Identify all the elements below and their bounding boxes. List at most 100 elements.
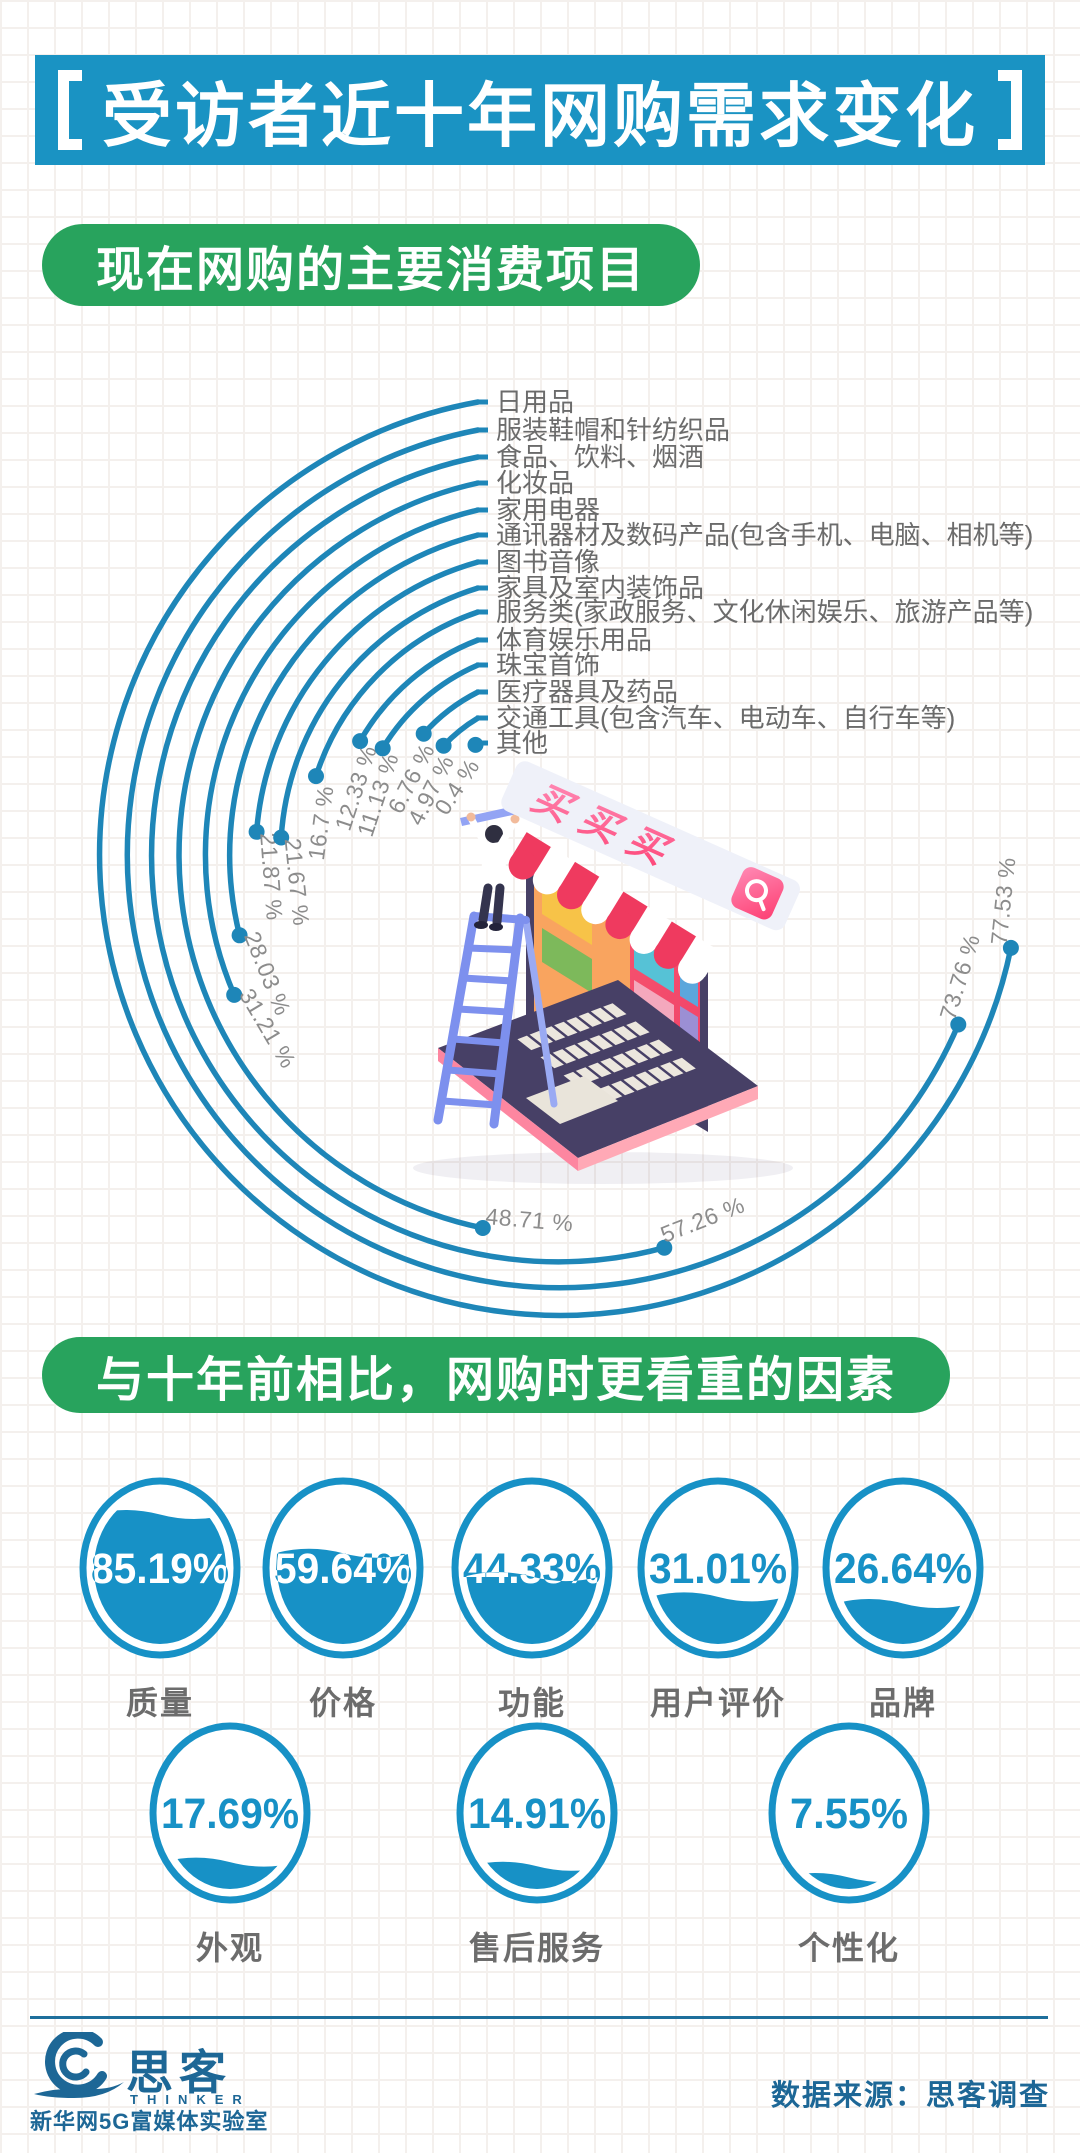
chart-arc xyxy=(420,689,481,737)
chart-arc xyxy=(202,507,481,998)
chart-arc-dot xyxy=(352,733,369,750)
chart-arc-dot xyxy=(474,1220,491,1236)
chart-arc xyxy=(278,585,481,841)
chart-arc-dot xyxy=(415,725,432,742)
magnifier-icon xyxy=(744,879,768,912)
chart-arc-dot xyxy=(248,823,265,840)
factor-value: 44.33% xyxy=(463,1545,601,1593)
chart-arc xyxy=(124,427,962,1291)
laptop-base xyxy=(438,980,758,1171)
chart-category-label: 图书音像 xyxy=(496,547,600,577)
chart-category-label: 日用品 xyxy=(496,387,574,417)
chart-value-label: 48.71 % xyxy=(485,1203,575,1236)
factor-circle: 14.91% 14.91% xyxy=(456,1722,618,1904)
factor-water-fill xyxy=(164,1857,296,1889)
factor-value: 85.19% xyxy=(91,1545,229,1593)
section-heading-current-items-label: 现在网购的主要消费项目 xyxy=(96,244,647,297)
factor-value: 31.01% xyxy=(649,1545,787,1593)
factor-item: 26.64% 26.64% 品牌 xyxy=(817,1472,989,1724)
chart-value-label: 77.53 % xyxy=(986,856,1021,946)
factor-value-inverse: 85.19% xyxy=(91,1545,229,1593)
chart-arc-dot xyxy=(231,927,248,944)
keyboard-keys xyxy=(517,1003,696,1105)
factor-label: 功能 xyxy=(497,1685,566,1721)
factor-circle: 85.19% 85.19% xyxy=(79,1477,241,1659)
factor-water-fill xyxy=(466,1572,598,1644)
factor-water-fill xyxy=(837,1599,969,1644)
factor-circle: 17.69% 17.69% xyxy=(149,1722,311,1904)
chart-category-label: 服务类(家政服务、文化休闲娱乐、旅游产品等) xyxy=(496,597,1033,627)
chart-arc-dot xyxy=(273,829,290,846)
chart-arc xyxy=(227,532,481,939)
chart-category-label: 家具及室内装饰品 xyxy=(496,573,704,603)
chart-arc-dot xyxy=(308,768,324,785)
factor-item: 59.64% 59.64% 价格 xyxy=(257,1472,429,1724)
thinker-logo-icon xyxy=(34,2032,124,2098)
chart-arc-dot xyxy=(226,986,243,1003)
brand-name-latin: THINKER xyxy=(130,2092,251,2107)
factor-circle: 59.64% 59.64% xyxy=(262,1477,424,1659)
factor-water-fill xyxy=(94,1510,226,1644)
product-card xyxy=(542,928,592,993)
factor-value: 59.64% xyxy=(274,1545,412,1593)
section-heading-factors-label: 与十年前相比，网购时更看重的因素 xyxy=(96,1354,897,1407)
chart-category-label: 化妆品 xyxy=(496,468,574,498)
factor-label: 售后服务 xyxy=(468,1930,605,1966)
factor-label: 用户评价 xyxy=(649,1685,786,1721)
factor-item: 85.19% 85.19% 质量 xyxy=(74,1472,246,1724)
data-source: 数据来源：思客调查 xyxy=(770,2080,1050,2112)
factor-label: 外观 xyxy=(195,1930,264,1966)
chart-arc xyxy=(379,662,481,752)
person-head xyxy=(485,825,503,843)
chart-category-label: 服装鞋帽和针纺织品 xyxy=(496,415,730,445)
chart-arc xyxy=(176,480,486,1231)
factor-item: 44.33% 44.33% 功能 xyxy=(446,1472,618,1724)
header-banner: 受访者近十年网购需求变化 xyxy=(35,55,1045,165)
factor-circle: 26.64% 26.64% xyxy=(822,1477,984,1659)
section-heading-current-items: 现在网购的主要消费项目 xyxy=(42,224,701,306)
left-bracket-decoration xyxy=(58,70,82,150)
section-heading-factors: 与十年前相比，网购时更看重的因素 xyxy=(42,1337,951,1413)
chart-arc xyxy=(148,454,668,1265)
factor-label: 个性化 xyxy=(797,1930,900,1966)
storefront-awning xyxy=(508,832,721,984)
chart-category-label: 其他 xyxy=(496,728,548,758)
arc-series-layer: 日用品 77.53 % 服装鞋帽和针纺织品 73.76 % 食品、饮料、烟酒 57.26 … xyxy=(96,387,1033,1319)
factor-circle: 31.01% 31.01% xyxy=(637,1477,799,1659)
factor-circle-outline xyxy=(768,1722,930,1904)
factor-water-fill xyxy=(471,1861,603,1889)
factor-value: 7.55% xyxy=(790,1790,908,1838)
search-button xyxy=(731,867,784,920)
chart-value-label: 57.26 % xyxy=(657,1191,748,1247)
chart-arc-dot xyxy=(374,740,391,757)
brand-name: 思客 xyxy=(126,2046,232,2099)
chart-category-label: 食品、饮料、烟酒 xyxy=(496,442,704,472)
chart-category-label: 医疗器具及药品 xyxy=(496,677,678,707)
factor-item: 31.01% 31.01% 用户评价 xyxy=(632,1472,804,1724)
right-bracket-decoration xyxy=(998,70,1022,150)
factor-circle-outline xyxy=(456,1722,618,1904)
chart-arc-dot xyxy=(656,1239,673,1256)
chart-arc xyxy=(96,399,1014,1319)
chart-category-label: 珠宝首饰 xyxy=(496,650,600,680)
chart-arc xyxy=(357,637,481,744)
factor-item: 17.69% 17.69% 外观 xyxy=(144,1717,316,1969)
product-card xyxy=(542,878,592,945)
trackpad xyxy=(526,1076,618,1124)
factor-water-fill xyxy=(652,1592,784,1644)
factor-value: 26.64% xyxy=(834,1545,972,1593)
factor-label: 价格 xyxy=(308,1685,377,1721)
chart-category-label: 家用电器 xyxy=(496,495,600,525)
factor-item: 7.55% 7.55% 个性化 xyxy=(763,1717,935,1969)
chart-category-label: 交通工具(包含汽车、电动车、自行车等) xyxy=(496,703,955,733)
factor-item: 14.91% 14.91% 售后服务 xyxy=(451,1717,623,1969)
radial-arc-chart: 日用品 77.53 % 服装鞋帽和针纺织品 73.76 % 食品、饮料、烟酒 57.26 … xyxy=(96,387,1033,1319)
footer-divider xyxy=(30,2016,1048,2019)
chart-category-label: 体育娱乐用品 xyxy=(496,625,652,655)
laptop-shadow xyxy=(413,1152,793,1184)
chart-arc xyxy=(253,559,481,835)
shopping-illustration: 买买买 xyxy=(413,761,800,1184)
brand-lab: 新华网5G富媒体实验室 xyxy=(30,2109,269,2134)
chart-value-label: 73.76 % xyxy=(934,931,985,1023)
factor-circle: 44.33% 44.33% xyxy=(451,1477,613,1659)
